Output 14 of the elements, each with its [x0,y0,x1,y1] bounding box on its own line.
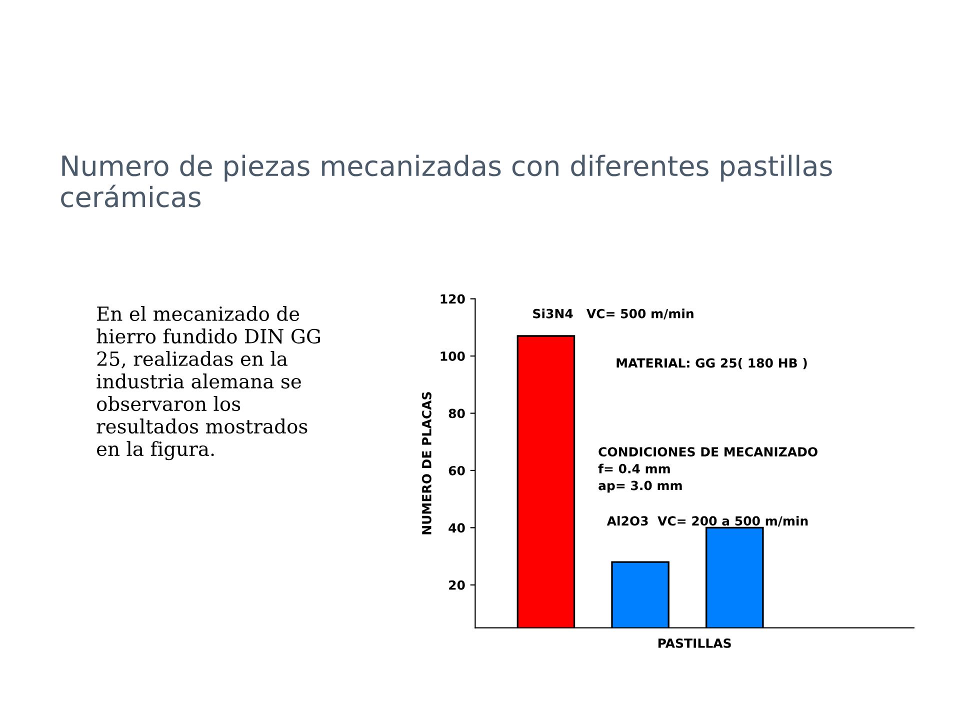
text: En el mecanizado de hierro fundido DIN GG 25, realizadas en la industria alemana se observaron los resultados mostrados en la figura. [96,306,320,460]
y-tick-label: 20 [449,580,465,590]
annotation: Al2O3 VC= 200 a 500 m/min [606,516,808,527]
y-tick-label: 40 [448,523,465,533]
annotation: Si3N4 VC= 500 m/min [533,308,694,320]
y-axis-title: NUMERO DE PLACAS [422,392,432,534]
annotation: CONDICIONES DE MECANIZADO f= 0.4 mm ap= 3.0 mm [598,447,818,493]
x-axis-title: PASTILLAS [658,638,731,648]
chart-title: Numero de piezas mecanizadas con diferentes pastillas cerámicas [61,154,832,208]
annotation: MATERIAL: GG 25( 180 HB ) [616,358,807,370]
y-tick-label: 60 [448,466,465,476]
y-tick-label: 120 [440,294,465,304]
y-tick-label: 80 [448,408,465,418]
y-tick-label: 100 [440,351,465,361]
